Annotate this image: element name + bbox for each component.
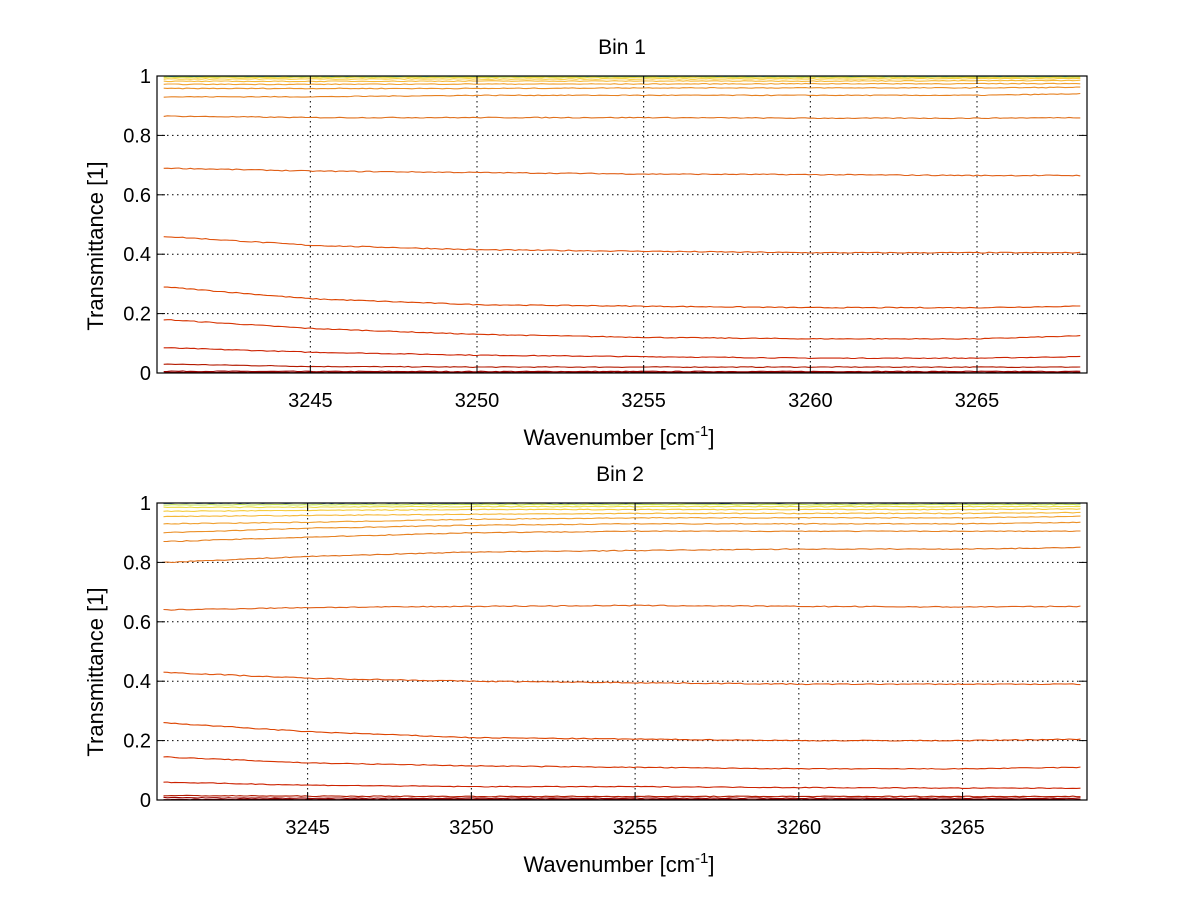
x-tick-label: 3260 [788,390,833,412]
x-tick-label: 3255 [621,390,666,412]
series-line [163,722,1081,742]
series-line [163,521,1081,534]
series-line [163,546,1081,563]
grid [157,75,1087,374]
plot-frame [156,502,1088,801]
y-tick-label: 0 [140,363,151,385]
series-line [163,79,1081,83]
ticks: 3245 3250 3255 3260 3265 0 0.2 0.4 0.6 0.8 1 [123,493,1087,839]
y-tick-label: 0.8 [123,125,151,147]
x-axis-label: Wavenumber [cm-1] [523,850,714,877]
subplot-bin-1: Bin 1 3245 3250 3255 3260 3265 0 0.2 0.4 0.6 0.8 1… [83,36,1088,450]
x-axis-label-superscript: -1 [695,850,708,867]
y-tick-label: 0.2 [123,731,151,753]
series-line [163,505,1081,509]
subplot-bin-2: Bin 2 3245 3250 3255 3260 3265 0 0.2 0.4 0.6 0.8 1… [83,463,1088,877]
x-axis-label-main: Wavenumber [cm [523,852,695,877]
series-line [163,508,1081,513]
series-line [163,286,1081,309]
y-tick-label: 0.8 [123,552,151,574]
series-line [163,82,1081,86]
series-line [163,511,1081,518]
x-axis-label-superscript: -1 [695,423,708,440]
series-line [163,347,1081,360]
series-line [163,604,1081,611]
x-axis-label-suffix: ] [708,852,714,877]
series-line [163,363,1081,368]
y-tick-label: 0.6 [123,612,151,634]
series-line [163,671,1081,686]
series-line [163,781,1081,790]
y-axis-label: Transmittance [1] [83,161,108,330]
chart-title: Bin 2 [596,463,644,486]
x-axis-label: Wavenumber [cm-1] [523,423,714,450]
series-line [163,92,1081,98]
x-tick-label: 3260 [777,817,822,839]
series-line [163,515,1081,525]
series-line [163,76,1081,79]
x-axis-label-main: Wavenumber [cm [523,425,695,450]
y-tick-label: 0.4 [123,244,151,266]
y-tick-label: 0.6 [123,185,151,207]
series-line [163,530,1081,543]
x-tick-label: 3265 [940,817,985,839]
x-tick-label: 3265 [955,390,1000,412]
series-line [163,370,1081,373]
y-tick-label: 0 [140,790,151,812]
series-line [163,796,1081,800]
chart-title: Bin 1 [598,36,646,59]
y-tick-label: 0.2 [123,304,151,326]
x-axis-label-suffix: ] [708,425,714,450]
y-tick-label: 0.4 [123,671,151,693]
series-line [163,236,1081,254]
series-line [163,756,1081,770]
ticks: 3245 3250 3255 3260 3265 0 0.2 0.4 0.6 0.8 1 [123,66,1087,412]
series-line [163,115,1081,120]
series-line [163,86,1081,90]
series-line [163,503,1081,506]
series-line [163,167,1081,177]
y-axis-label: Transmittance [1] [83,587,108,756]
series-line [163,319,1081,340]
series-group [163,75,1081,374]
x-tick-label: 3245 [288,390,333,412]
series-group [163,502,1081,801]
x-tick-label: 3250 [455,390,500,412]
series-line [163,77,1081,80]
y-tick-label: 1 [140,493,151,515]
x-tick-label: 3245 [285,817,330,839]
grid [157,502,1087,801]
x-tick-label: 3255 [613,817,658,839]
series-line [163,794,1081,798]
y-tick-label: 1 [140,66,151,88]
x-tick-label: 3250 [449,817,494,839]
plot-frame [156,75,1088,374]
